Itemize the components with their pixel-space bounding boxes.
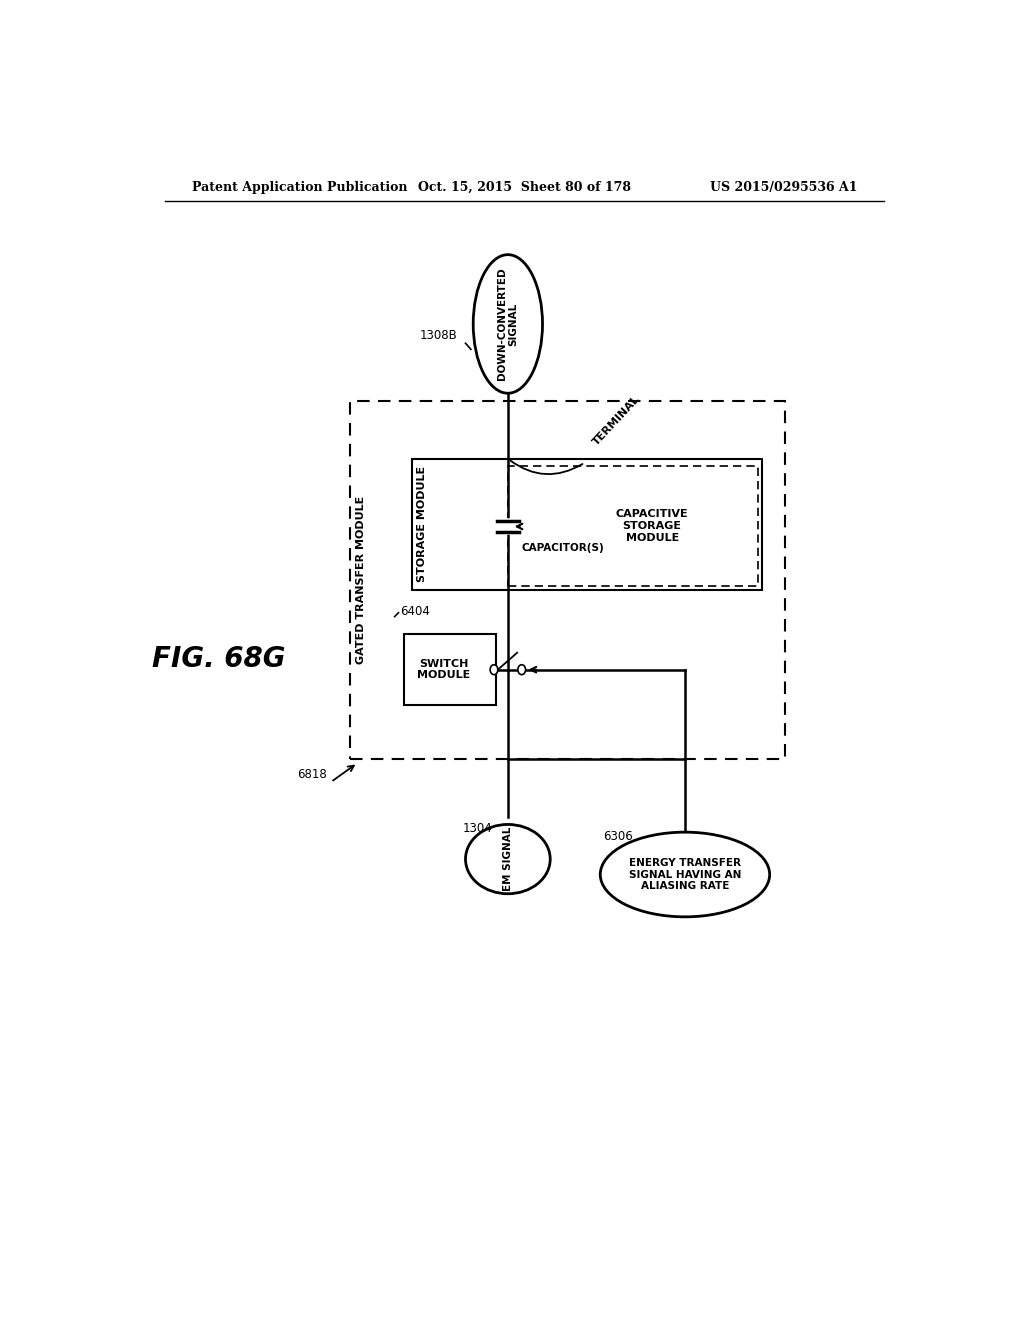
Text: Patent Application Publication: Patent Application Publication <box>193 181 408 194</box>
Text: US 2015/0295536 A1: US 2015/0295536 A1 <box>710 181 857 194</box>
Text: SWITCH
MODULE: SWITCH MODULE <box>418 659 471 681</box>
Text: 1308B: 1308B <box>420 329 458 342</box>
Text: 6818: 6818 <box>297 768 327 781</box>
Ellipse shape <box>466 825 550 894</box>
Bar <box>508 466 758 586</box>
Text: STORAGE MODULE: STORAGE MODULE <box>418 466 427 582</box>
Text: CAPACITIVE
STORAGE
MODULE: CAPACITIVE STORAGE MODULE <box>615 510 688 543</box>
Text: EM SIGNAL: EM SIGNAL <box>503 826 513 891</box>
Bar <box>350 401 785 759</box>
Text: 6404: 6404 <box>400 605 430 618</box>
Text: GATED TRANSFER MODULE: GATED TRANSFER MODULE <box>355 496 366 664</box>
Text: DOWN-CONVERTED
SIGNAL: DOWN-CONVERTED SIGNAL <box>497 268 519 380</box>
Text: FIG. 68G: FIG. 68G <box>153 645 286 673</box>
Text: TERMINAL: TERMINAL <box>591 393 642 447</box>
Text: 6306: 6306 <box>603 829 633 842</box>
Text: Oct. 15, 2015  Sheet 80 of 178: Oct. 15, 2015 Sheet 80 of 178 <box>418 181 632 194</box>
FancyArrowPatch shape <box>510 461 583 474</box>
Text: 1304: 1304 <box>463 822 493 834</box>
Ellipse shape <box>600 832 770 917</box>
Ellipse shape <box>518 665 525 675</box>
Text: ENERGY TRANSFER
SIGNAL HAVING AN
ALIASING RATE: ENERGY TRANSFER SIGNAL HAVING AN ALIASIN… <box>629 858 741 891</box>
Ellipse shape <box>473 255 543 393</box>
Text: CAPACITOR(S): CAPACITOR(S) <box>521 544 604 553</box>
Bar <box>403 635 497 705</box>
Ellipse shape <box>490 665 498 675</box>
Bar <box>412 459 762 590</box>
